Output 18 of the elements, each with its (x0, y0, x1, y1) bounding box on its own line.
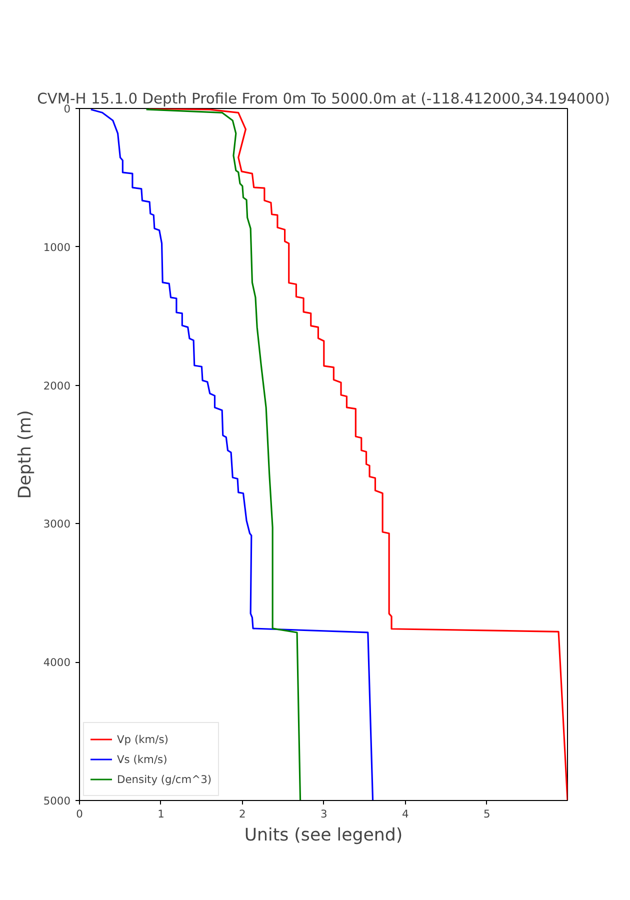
y-tick-label: 2000 (43, 379, 71, 392)
x-tick-label: 5 (483, 808, 490, 820)
x-tick-label: 3 (320, 808, 328, 820)
legend-label: Vs (km/s) (117, 752, 168, 766)
legend-label: Vp (km/s) (117, 732, 168, 746)
line-series (90, 108, 374, 800)
legend-label: Density (g/cm^3) (117, 772, 212, 786)
x-tick-label: 2 (239, 808, 246, 820)
y-tick-label: 3000 (43, 518, 71, 531)
y-tick-label: 1000 (43, 240, 71, 254)
x-axis-title: Units (see legend) (244, 826, 403, 846)
x-tick-label: 4 (402, 808, 409, 820)
x-tick-label: 0 (76, 808, 84, 820)
x-tick-label: 1 (158, 808, 164, 820)
y-tick-label: 0 (64, 102, 71, 116)
y-tick-label: 5000 (43, 794, 71, 808)
y-axis-title: Depth (m) (15, 410, 36, 499)
y-tick-label: 4000 (43, 656, 71, 670)
